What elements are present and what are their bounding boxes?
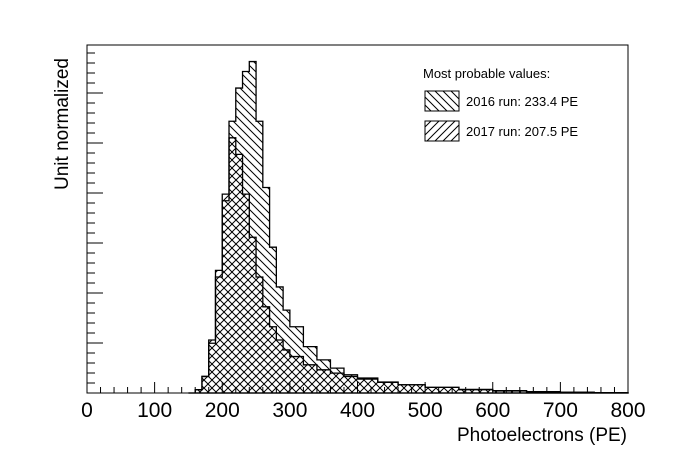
plot-frame — [86, 44, 629, 394]
x-tick-label: 600 — [475, 399, 510, 422]
y-axis — [87, 52, 103, 394]
legend-entry-2017: 2017 run: 207.5 PE — [466, 124, 578, 139]
x-tick-label: 100 — [137, 399, 172, 422]
x-tick-label: 500 — [408, 399, 443, 422]
legend: Most probable values: 2016 run: 233.4 PE… — [423, 66, 578, 142]
x-axis: 0 100 200 300 400 500 600 700 800 — [81, 382, 646, 422]
x-tick-label: 700 — [543, 399, 578, 422]
legend-swatch-2017 — [424, 120, 460, 142]
legend-swatch-2016 — [424, 90, 460, 112]
x-tick-label: 400 — [340, 399, 375, 422]
x-axis-title: Photoelectrons (PE) — [457, 425, 627, 446]
x-tick-label: 300 — [272, 399, 307, 422]
x-tick-label: 800 — [610, 399, 645, 422]
x-tick-label: 0 — [81, 399, 93, 422]
y-axis-title: Unit normalized — [52, 58, 73, 190]
x-tick-label: 200 — [205, 399, 240, 422]
legend-entry-2016: 2016 run: 233.4 PE — [466, 94, 578, 109]
legend-title: Most probable values: — [423, 66, 550, 81]
